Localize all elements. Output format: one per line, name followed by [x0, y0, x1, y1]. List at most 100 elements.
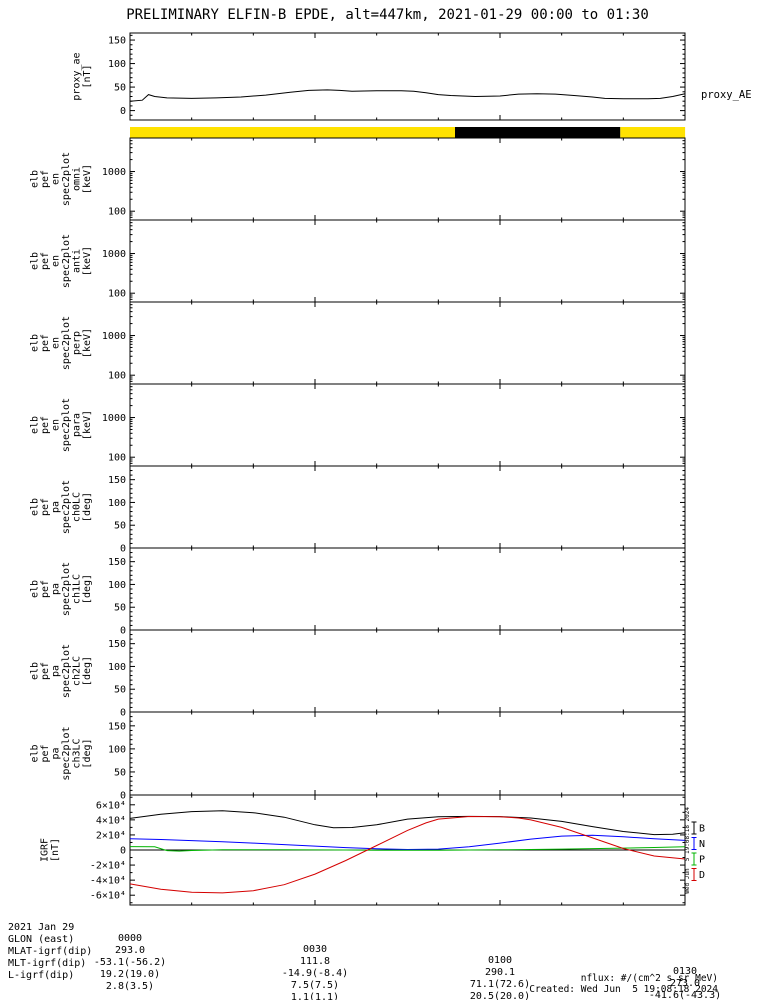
panel-ylabel-line: [deg]: [82, 574, 93, 604]
y-tick-label: 150: [108, 475, 126, 486]
y-tick-label: 0: [120, 544, 126, 555]
glon-value: 293.0: [114, 945, 146, 956]
panel-frame: [129, 301, 686, 385]
panel-pa_spec2plot_ch1LC: 0 50 100 150 elb pef pa spec2plot ch1LC [deg]: [30, 547, 686, 637]
panel-ylabel-line: ch0LC: [72, 492, 83, 522]
panel-frame: [129, 465, 686, 549]
mlat-value: -41.6(-43.3): [648, 990, 722, 1000]
orbit-bar-segment: [130, 127, 455, 138]
panel-ylabel-line: [keV]: [82, 246, 93, 276]
y-tick-label: 4×10⁴: [96, 815, 126, 826]
lshell-row: L-igrf(dip) 2.8(3.5) 1.1(1.1) 9.7(11.9) …: [0, 959, 775, 1000]
y-tick-label: 100: [108, 453, 126, 464]
panel-ylabel-line: perp: [72, 331, 83, 355]
panel-frame: [129, 547, 686, 631]
y-tick-label: 6×10⁴: [96, 800, 126, 811]
line-label-N: N: [699, 839, 705, 850]
panel-ylabel-line: pef: [40, 334, 51, 352]
panel-en_spec2plot_anti: 100 1000 elb pef en spec2plot anti [keV]: [30, 219, 686, 303]
panel-ylabel-line: spec2plot: [61, 562, 72, 616]
orbit-bar-segment: [620, 127, 686, 138]
panel-fast_bar: [130, 127, 686, 138]
panel-ylabel-line: elb: [30, 662, 41, 680]
y-tick-label: 150: [108, 36, 126, 47]
y-tick-label: 1000: [102, 413, 126, 424]
panel-ylabel-line: IGRF: [40, 838, 51, 862]
panel-ylabel-line: [keV]: [82, 410, 93, 440]
panel-ylabel-line: en: [51, 173, 62, 185]
y-tick-label: 50: [114, 685, 126, 696]
panel-ylabel-line: pef: [40, 416, 51, 434]
panel-ylabel-line: para: [72, 413, 83, 437]
panel-ylabel-line: elb: [30, 498, 41, 516]
panel-ylabel-line: elb: [30, 252, 41, 270]
panel-ylabel-line: [nT]: [50, 838, 61, 862]
panel-ylabel-line: omni: [72, 167, 83, 191]
y-tick-label: 1000: [102, 167, 126, 178]
panel-ylabel-line: pef: [40, 498, 51, 516]
panel-ylabel-line: ch2LC: [72, 656, 83, 686]
series-B: [129, 810, 686, 836]
y-tick-label: 100: [108, 744, 126, 755]
mlt-value: 7.5(7.5): [290, 980, 340, 991]
panel-ylabel-line: [deg]: [82, 656, 93, 686]
panel-ylabel-line: en: [51, 255, 62, 267]
panel-ylabel-line: spec2plot: [61, 644, 72, 698]
panel-ylabel-line: elb: [30, 744, 41, 762]
y-tick-label: 100: [108, 59, 126, 70]
series-P: [129, 846, 686, 852]
y-tick-label: -4×10⁴: [90, 876, 126, 887]
panel-frame: [129, 711, 686, 796]
glon-value: 111.8: [299, 956, 331, 967]
proxy-ae-right-label: proxy_AE: [701, 89, 752, 101]
panel-ylabel-line: spec2plot: [61, 480, 72, 534]
series-proxy_AE: [129, 89, 686, 102]
mlt-value: 20.5(20.0): [469, 991, 531, 1000]
panel-frame: [129, 383, 686, 467]
y-tick-label: 1000: [102, 331, 126, 342]
y-tick-label: 150: [108, 557, 126, 568]
y-tick-label: 50: [114, 603, 126, 614]
y-tick-label: 100: [108, 371, 126, 382]
mlat-value: 71.1(72.6): [469, 979, 531, 990]
mlat-row-label: MLAT-igrf(dip): [8, 946, 93, 957]
panel-pa_spec2plot_ch3LC: 0 50 100 150 elb pef pa spec2plot ch3LC [deg]: [30, 711, 686, 802]
y-tick-label: -6×10⁴: [90, 891, 126, 902]
panel-en_spec2plot_perp: 100 1000 elb pef en spec2plot perp [keV]: [30, 301, 686, 385]
orbit-bar-segment: [455, 127, 621, 138]
y-tick-label: 150: [108, 639, 126, 650]
lshell-value: 1.1(1.1): [290, 992, 340, 1000]
panel-frame: [129, 219, 686, 303]
panel-en_spec2plot_omni: 100 1000 elb pef en spec2plot omni [keV]: [30, 137, 686, 221]
mlt-row-label: MLT-igrf(dip): [8, 958, 87, 969]
mlat-value: -53.1(-56.2): [93, 957, 167, 968]
panel-ylabel-line: [keV]: [82, 328, 93, 358]
plot-title: PRELIMINARY ELFIN-B EPDE, alt=447km, 202…: [126, 7, 649, 23]
panel-frame: [129, 629, 686, 713]
panel-igrf: -6×10⁴ -4×10⁴ -2×10⁴ 0 2×10⁴ 4×10⁴ 6×10⁴ IGRF [n…: [40, 794, 705, 906]
mlt-row: MLT-igrf(dip) 19.2(19.0) 7.5(7.5) 20.5(2…: [0, 947, 775, 1000]
panel-ylabel-line: pa: [51, 665, 62, 677]
panel-ylabel-line: spec2plot: [61, 726, 72, 780]
mlat-value: -14.9(-8.4): [281, 968, 349, 979]
panel-ylabel-line: elb: [30, 580, 41, 598]
series-N: [129, 834, 686, 851]
panel-ylabel-line: spec2plot: [61, 316, 72, 370]
lshell-row-label: L-igrf(dip): [8, 970, 75, 981]
panel-ylabel-line: pef: [40, 170, 51, 188]
panel-ylabel-line: pef: [40, 744, 51, 762]
y-tick-label: 50: [114, 521, 126, 532]
panel-ylabel-line: en: [51, 419, 62, 431]
flux-units-note: nflux: #/(cm^2 s sr MeV): [580, 973, 718, 984]
panel-proxy_ae: 0 50 100 150 proxy_ae [nT]: [72, 32, 686, 121]
y-tick-label: 0: [120, 846, 126, 857]
panel-ylabel-line: [keV]: [82, 164, 93, 194]
mlt-value: 19.2(19.0): [99, 969, 161, 980]
y-tick-label: 100: [108, 662, 126, 673]
time-tick-label: 0100: [487, 955, 513, 966]
time-tick-label: 0000: [117, 933, 143, 944]
panel-ylabel-line: elb: [30, 334, 41, 352]
y-tick-label: 100: [108, 207, 126, 218]
y-tick-label: 50: [114, 83, 126, 94]
y-tick-label: 1000: [102, 249, 126, 260]
